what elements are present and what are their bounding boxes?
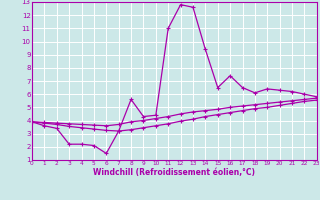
- X-axis label: Windchill (Refroidissement éolien,°C): Windchill (Refroidissement éolien,°C): [93, 168, 255, 177]
